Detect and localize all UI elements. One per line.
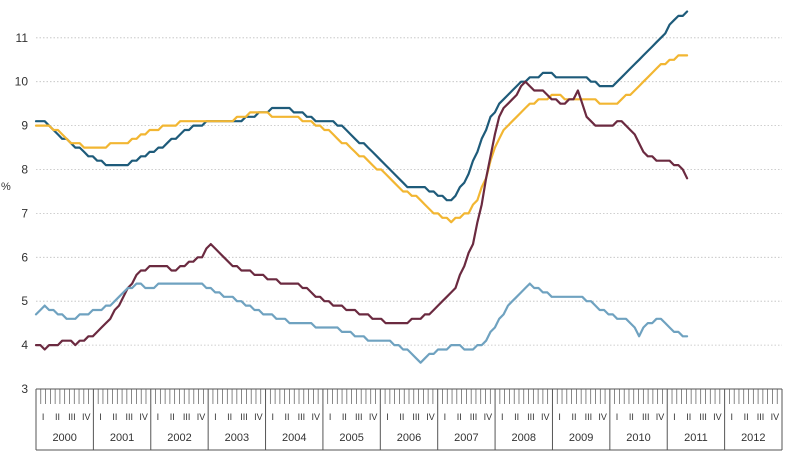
quarter-label: II xyxy=(112,412,117,422)
quarter-label: IV xyxy=(598,412,607,422)
quarter-label: I xyxy=(157,412,160,422)
y-tick-label: 4 xyxy=(21,338,28,352)
quarter-label: II xyxy=(55,412,60,422)
year-label: 2011 xyxy=(684,432,708,444)
quarter-label: III xyxy=(470,412,478,422)
quarter-label: I xyxy=(214,412,217,422)
year-label: 2007 xyxy=(454,432,478,444)
quarter-label: III xyxy=(527,412,535,422)
quarter-label: I xyxy=(42,412,45,422)
quarter-label: III xyxy=(585,412,593,422)
quarter-label: III xyxy=(757,412,765,422)
y-tick-label: 5 xyxy=(21,294,28,308)
y-tick-label: 6 xyxy=(21,250,28,264)
quarter-label: I xyxy=(501,412,504,422)
quarter-label: III xyxy=(355,412,363,422)
quarter-label: II xyxy=(629,412,634,422)
series-line-2 xyxy=(34,54,689,224)
quarter-label: IV xyxy=(139,412,148,422)
series-line-4 xyxy=(34,282,689,364)
quarter-label: I xyxy=(558,412,561,422)
quarter-label: IV xyxy=(541,412,550,422)
quarter-label: II xyxy=(285,412,290,422)
y-axis-unit-label: % xyxy=(1,181,11,193)
quarter-label: IV xyxy=(771,412,780,422)
quarter-label: II xyxy=(514,412,519,422)
quarter-label: III xyxy=(240,412,248,422)
quarter-label: I xyxy=(444,412,447,422)
quarter-label: II xyxy=(571,412,576,422)
year-label: 2002 xyxy=(167,432,191,444)
quarter-label: I xyxy=(271,412,274,422)
y-tick-label: 7 xyxy=(21,206,28,220)
quarter-label: IV xyxy=(254,412,263,422)
quarter-label: IV xyxy=(426,412,435,422)
year-label: 2004 xyxy=(282,432,306,444)
quarter-label: II xyxy=(170,412,175,422)
quarter-label: IV xyxy=(369,412,378,422)
quarter-label: III xyxy=(412,412,420,422)
quarter-label: IV xyxy=(656,412,665,422)
year-label: 2000 xyxy=(52,432,76,444)
year-label: 2003 xyxy=(225,432,249,444)
gridlines xyxy=(36,37,782,390)
quarter-label: III xyxy=(183,412,191,422)
year-label: 2006 xyxy=(397,432,421,444)
quarter-label: II xyxy=(399,412,404,422)
quarter-label: III xyxy=(298,412,306,422)
quarter-label: IV xyxy=(82,412,91,422)
y-tick-label: 9 xyxy=(21,119,28,133)
y-tick-label: 11 xyxy=(16,31,29,45)
quarter-label: II xyxy=(744,412,749,422)
quarter-label: III xyxy=(68,412,76,422)
year-label: 2001 xyxy=(110,432,134,444)
y-axis-ticks: 3 4 5 6 7 8 9 10 11 xyxy=(15,31,29,396)
quarter-label: I xyxy=(386,412,389,422)
series-line-3 xyxy=(34,80,689,351)
quarter-label: III xyxy=(699,412,707,422)
quarter-label: IV xyxy=(197,412,206,422)
series-line-1 xyxy=(34,10,689,202)
quarter-label: I xyxy=(99,412,102,422)
series-lines xyxy=(34,10,689,364)
quarter-label: IV xyxy=(484,412,493,422)
year-label: 2005 xyxy=(339,432,363,444)
quarter-label: I xyxy=(731,412,734,422)
year-label: 2010 xyxy=(626,432,650,444)
quarter-label: I xyxy=(616,412,619,422)
year-label: 2012 xyxy=(741,432,765,444)
quarter-label: IV xyxy=(713,412,722,422)
quarter-label: IV xyxy=(311,412,320,422)
quarter-label: II xyxy=(342,412,347,422)
quarter-label: III xyxy=(125,412,133,422)
quarter-label: III xyxy=(642,412,650,422)
year-label: 2008 xyxy=(512,432,536,444)
quarter-label: II xyxy=(457,412,462,422)
quarter-label: I xyxy=(329,412,332,422)
quarter-label: II xyxy=(227,412,232,422)
quarter-label: II xyxy=(686,412,691,422)
quarter-label: I xyxy=(673,412,676,422)
year-label: 2009 xyxy=(569,432,593,444)
y-tick-label: 10 xyxy=(15,75,29,89)
y-tick-label: 8 xyxy=(21,163,28,177)
y-tick-label: 3 xyxy=(21,382,28,396)
